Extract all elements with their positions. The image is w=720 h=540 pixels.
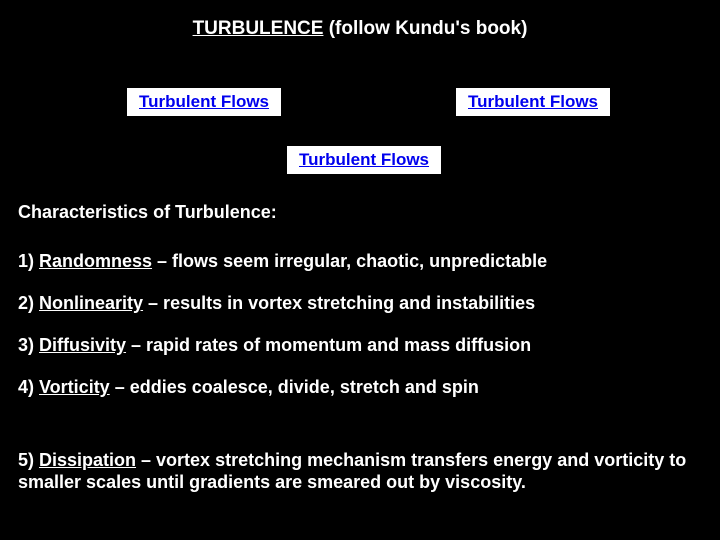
item-keyword: Nonlinearity [39,293,143,313]
characteristic-4: 4) Vorticity – eddies coalesce, divide, … [18,377,708,399]
item-keyword: Dissipation [39,450,136,470]
item-desc: – rapid rates of momentum and mass diffu… [126,335,531,355]
title-underlined: TURBULENCE [193,18,324,39]
item-number: 5) [18,450,39,470]
item-desc: – results in vortex stretching and insta… [143,293,535,313]
item-keyword: Randomness [39,251,152,271]
link-turbulent-flows-1[interactable]: Turbulent Flows [127,88,281,116]
characteristic-2: 2) Nonlinearity – results in vortex stre… [18,293,708,315]
item-keyword: Vorticity [39,377,110,397]
characteristic-1: 1) Randomness – flows seem irregular, ch… [18,251,708,273]
item-number: 1) [18,251,39,271]
title-rest: (follow Kundu's book) [323,18,527,39]
item-number: 2) [18,293,39,313]
link-turbulent-flows-3[interactable]: Turbulent Flows [287,146,441,174]
item-keyword: Diffusivity [39,335,126,355]
item-desc: – flows seem irregular, chaotic, unpredi… [152,251,547,271]
item-number: 3) [18,335,39,355]
link-turbulent-flows-2[interactable]: Turbulent Flows [456,88,610,116]
section-heading: Characteristics of Turbulence: [18,202,277,223]
page-title: TURBULENCE (follow Kundu's book) [0,18,720,40]
item-number: 4) [18,377,39,397]
characteristic-3: 3) Diffusivity – rapid rates of momentum… [18,335,708,357]
characteristic-5: 5) Dissipation – vortex stretching mecha… [18,450,708,493]
item-desc: – eddies coalesce, divide, stretch and s… [110,377,479,397]
